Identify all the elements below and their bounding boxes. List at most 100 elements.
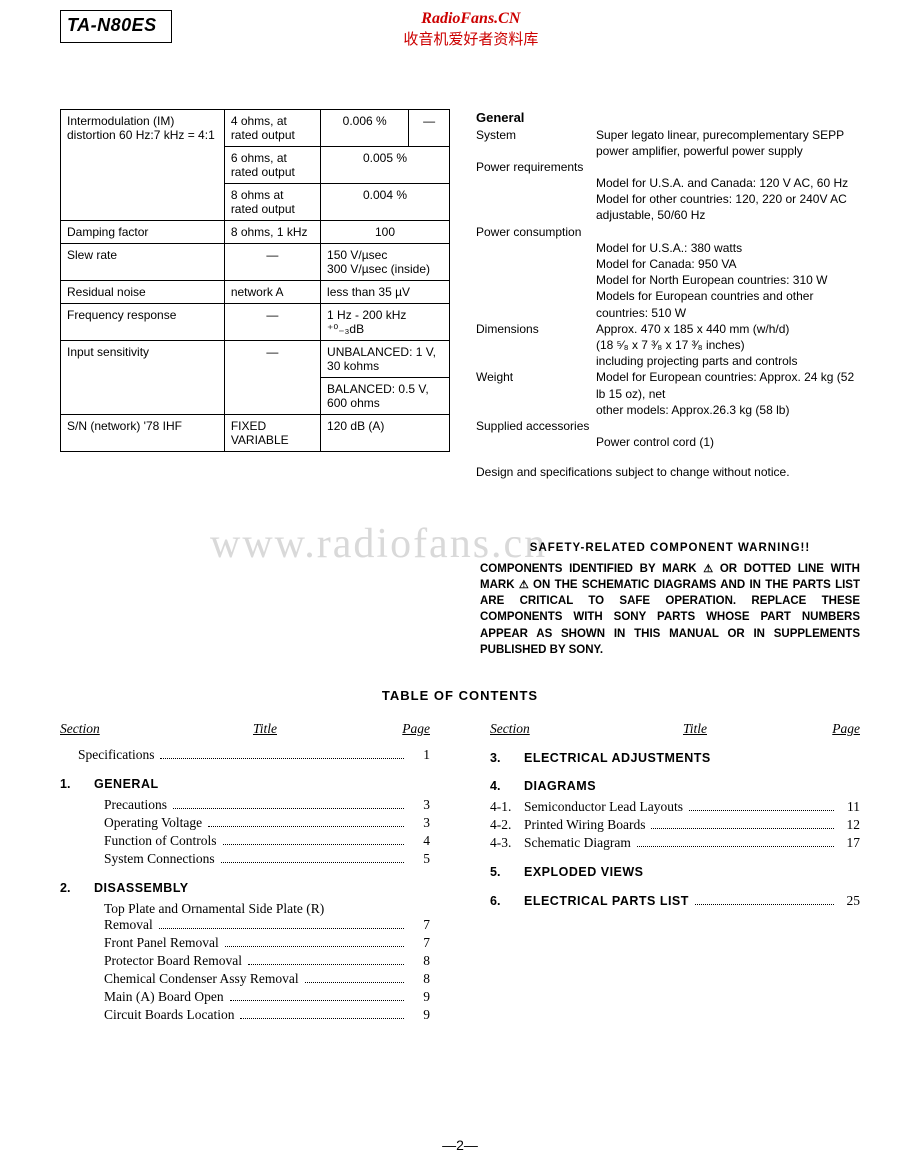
toc-hdr-section: Section <box>490 721 570 737</box>
value-powcon3: Model for North European countries: 310 … <box>476 272 856 288</box>
label-weight: Weight <box>476 369 596 401</box>
value-dim2: (18 ⁵⁄₈ x 7 ³⁄₈ x 17 ³⁄₈ inches) <box>476 337 856 353</box>
spec-param: Frequency response <box>61 304 225 341</box>
value-dim3: including projecting parts and controls <box>476 353 856 369</box>
toc-section-num: 6. <box>490 894 524 908</box>
toc-sub-num: 4-3. <box>490 835 524 851</box>
warning-body: COMPONENTS IDENTIFIED BY MARK ⚠ OR DOTTE… <box>480 561 860 658</box>
toc-page: 8 <box>408 971 430 987</box>
toc-hdr-title: Title <box>570 721 820 737</box>
toc-item-label: Operating Voltage <box>104 815 202 831</box>
toc-item-label: Chemical Condenser Assy Removal <box>104 971 299 987</box>
toc-page: 12 <box>838 817 860 833</box>
site-header: RadioFans.CN 收音机爱好者资料库 <box>82 10 860 49</box>
spec-cell: 0.004 % <box>321 184 450 221</box>
spec-cond: network A <box>224 281 320 304</box>
spec-param: Residual noise <box>61 281 225 304</box>
spec-cell: less than 35 µV <box>321 281 450 304</box>
value-dim1: Approx. 470 x 185 x 440 mm (w/h/d) <box>596 321 856 337</box>
value-powreq2: Model for other countries: 120, 220 or 2… <box>476 191 856 223</box>
toc-item-label: Function of Controls <box>104 833 217 849</box>
label-dim: Dimensions <box>476 321 596 337</box>
toc-item-label: Schematic Diagram <box>524 835 631 851</box>
toc-page: 3 <box>408 815 430 831</box>
spec-param: Input sensitivity <box>61 341 225 415</box>
toc-item-label: Circuit Boards Location <box>104 1007 234 1023</box>
toc-section-num: 5. <box>490 865 524 879</box>
toc-item-label: System Connections <box>104 851 215 867</box>
toc-page: 8 <box>408 953 430 969</box>
toc-section-title: GENERAL <box>94 777 159 791</box>
spec-cell: 120 dB (A) <box>321 415 450 452</box>
spec-cell: 100 <box>321 221 450 244</box>
design-note: Design and specifications subject to cha… <box>476 464 856 480</box>
toc-page: 7 <box>408 917 430 933</box>
label-powreq: Power requirements <box>476 159 856 175</box>
toc-section-title: DISASSEMBLY <box>94 881 189 895</box>
toc-page: 1 <box>408 747 430 763</box>
toc-section-title: ELECTRICAL ADJUSTMENTS <box>524 751 711 765</box>
toc-item-label: Precautions <box>104 797 167 813</box>
toc-item-label: Removal <box>104 917 153 933</box>
spec-cond: 8 ohms, 1 kHz <box>224 221 320 244</box>
toc-page: 25 <box>838 893 860 909</box>
toc-sub-num: 4-1. <box>490 799 524 815</box>
spec-param: S/N (network) '78 IHF <box>61 415 225 452</box>
value-powreq1: Model for U.S.A. and Canada: 120 V AC, 6… <box>476 175 856 191</box>
toc-hdr-page: Page <box>820 721 860 737</box>
table-of-contents: Section Title Page Specifications 1 1.GENE… <box>60 721 860 1025</box>
label-powcon: Power consumption <box>476 224 856 240</box>
toc-page: 17 <box>838 835 860 851</box>
spec-cell: — <box>409 110 450 147</box>
spec-cell: 1 Hz - 200 kHz ⁺⁰₋₃dB <box>321 304 450 341</box>
spec-cell: 0.006 % <box>321 110 409 147</box>
toc-section-title: ELECTRICAL PARTS LIST <box>524 894 689 908</box>
spec-cell: 150 V/µsec300 V/µsec (inside) <box>321 244 450 281</box>
safety-warning: SAFETY-RELATED COMPONENT WARNING!! COMPO… <box>480 540 860 657</box>
toc-hdr-title: Title <box>140 721 390 737</box>
value-powcon1: Model for U.S.A.: 380 watts <box>476 240 856 256</box>
toc-item-label: Specifications <box>78 747 154 763</box>
general-heading: General <box>476 109 856 127</box>
toc-item-label: Front Panel Removal <box>104 935 219 951</box>
toc-page: 5 <box>408 851 430 867</box>
toc-title: TABLE OF CONTENTS <box>60 688 860 703</box>
toc-section-num: 1. <box>60 777 94 791</box>
toc-item-label: Top Plate and Ornamental Side Plate (R) <box>104 901 430 917</box>
general-specs: General SystemSuper legato linear, purec… <box>476 109 856 480</box>
spec-cond: — <box>224 304 320 341</box>
value-weight2: other models: Approx.26.3 kg (58 lb) <box>476 402 856 418</box>
toc-section-num: 4. <box>490 779 524 793</box>
spec-cell: UNBALANCED: 1 V, 30 kohms <box>321 341 450 378</box>
value-acc1: Power control cord (1) <box>476 434 856 450</box>
value-powcon4: Models for European countries and other … <box>476 288 856 320</box>
spec-cond: 8 ohms at rated output <box>224 184 320 221</box>
specs-table: Intermodulation (IM) distortion 60 Hz:7 … <box>60 109 450 452</box>
toc-page: 7 <box>408 935 430 951</box>
spec-cell: BALANCED: 0.5 V, 600 ohms <box>321 378 450 415</box>
toc-item-label: Printed Wiring Boards <box>524 817 645 833</box>
toc-hdr-page: Page <box>390 721 430 737</box>
spec-cell: 0.005 % <box>321 147 450 184</box>
toc-section-num: 2. <box>60 881 94 895</box>
toc-hdr-section: Section <box>60 721 140 737</box>
toc-item-label: Protector Board Removal <box>104 953 242 969</box>
toc-page: 11 <box>838 799 860 815</box>
toc-page: 3 <box>408 797 430 813</box>
toc-section-title: DIAGRAMS <box>524 779 596 793</box>
toc-item-label: Semiconductor Lead Layouts <box>524 799 683 815</box>
toc-section-title: EXPLODED VIEWS <box>524 865 644 879</box>
spec-param: Slew rate <box>61 244 225 281</box>
warning-title: SAFETY-RELATED COMPONENT WARNING!! <box>480 540 860 556</box>
spec-param: Intermodulation (IM) distortion 60 Hz:7 … <box>61 110 225 221</box>
value-system: Super legato linear, purecomplementary S… <box>596 127 856 159</box>
spec-cond: FIXED VARIABLE <box>224 415 320 452</box>
label-system: System <box>476 127 596 159</box>
toc-item-label: Main (A) Board Open <box>104 989 224 1005</box>
spec-cond: — <box>224 341 320 415</box>
value-powcon2: Model for Canada: 950 VA <box>476 256 856 272</box>
toc-page: 9 <box>408 989 430 1005</box>
spec-param: Damping factor <box>61 221 225 244</box>
value-weight1: Model for European countries: Approx. 24… <box>596 369 856 401</box>
page-number: —2— <box>60 1137 860 1153</box>
